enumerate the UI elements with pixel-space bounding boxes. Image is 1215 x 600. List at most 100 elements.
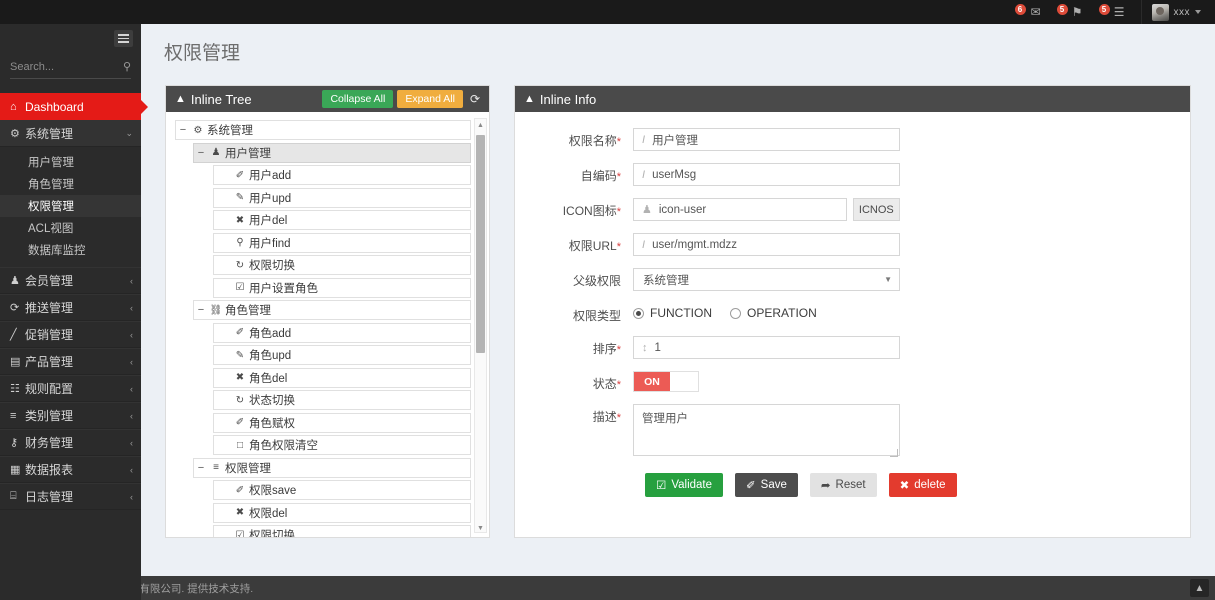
chevron-icon: ‹ (130, 329, 133, 340)
sidebar-item-label: Dashboard (25, 99, 84, 114)
reset-button[interactable]: ➦ Reset (809, 473, 877, 497)
tree-toggle-icon[interactable]: − (197, 146, 205, 159)
sidebar-subitem-1[interactable]: 角色管理 (0, 173, 141, 195)
permission-code-input[interactable] (652, 168, 891, 181)
tree-toggle-icon[interactable]: − (197, 304, 205, 316)
search-input[interactable] (10, 60, 110, 73)
type-label: 权限类型 (572, 309, 621, 323)
envelope-icon: ✉ (1030, 5, 1041, 19)
radio-function[interactable]: FUNCTION (633, 306, 712, 320)
hamburger-menu-icon[interactable] (114, 30, 133, 47)
sidebar-item-5[interactable]: ▤ 产品管理 ‹ (0, 348, 141, 375)
delete-button[interactable]: ✖ delete (888, 473, 957, 497)
description-textarea[interactable]: 管理用户 (633, 404, 900, 456)
radio-operation[interactable]: OPERATION (730, 306, 817, 320)
order-input-group[interactable]: ↕ (633, 336, 900, 359)
sidebar-subitem-3[interactable]: ACL视图 (0, 217, 141, 239)
tree-scrollbar[interactable]: ▲ ▼ (474, 118, 487, 533)
notification-bell[interactable]: 5 ☰ (1098, 4, 1125, 20)
tree-panel-title-label: Inline Tree (190, 91, 252, 107)
avatar (1151, 3, 1169, 21)
status-toggle-on-label: ON (634, 372, 670, 391)
share-icon: ⟳ (10, 302, 20, 314)
tree-node[interactable]: ✐ 权限save (213, 480, 471, 500)
permission-icon-input[interactable] (658, 203, 838, 216)
permission-name-input[interactable] (652, 133, 891, 146)
tree-node[interactable]: ✖ 权限del (213, 502, 471, 523)
sidebar-item-label: 数据报表 (25, 463, 74, 477)
tree-node[interactable]: − ≡ 权限管理 (193, 457, 471, 478)
sidebar-item-3[interactable]: ⟳ 推送管理 ‹ (0, 294, 141, 321)
tree-node[interactable]: □ 角色权限清空 (213, 435, 471, 455)
notification-envelope[interactable]: 6 ✉ (1014, 4, 1041, 20)
sidebar-item-6[interactable]: ☷ 规则配置 ‹ (0, 375, 141, 402)
validate-button[interactable]: ☑ Validate (645, 473, 724, 497)
sidebar-item-1[interactable]: ⚙ 系统管理 ⌄ (0, 120, 141, 147)
sidebar-subitem-0[interactable]: 用户管理 (0, 151, 141, 173)
tree-node[interactable]: ↻ 权限切换 (213, 255, 471, 275)
tree-node[interactable]: ✖ 角色del (213, 367, 471, 388)
tree-node[interactable]: ⚲ 用户find (213, 232, 471, 253)
tree-node[interactable]: ✎ 角色upd (213, 345, 471, 365)
tree-toggle-icon[interactable]: − (197, 461, 205, 474)
sidebar-item-7[interactable]: ≡ 类别管理 ‹ (0, 402, 141, 429)
tree-toggle-icon[interactable]: − (179, 124, 187, 136)
pencil-icon: ╱ (10, 329, 17, 341)
scroll-to-top-button[interactable]: ▲ (1190, 579, 1209, 597)
name-input-group[interactable]: I (633, 128, 900, 151)
inline-info-panel: ▲ Inline Info 权限名称* I (514, 85, 1191, 538)
scroll-down-icon[interactable]: ▼ (477, 524, 484, 532)
field-row-name: 权限名称* I (515, 128, 1190, 151)
sidebar-subitem-4[interactable]: 数据库监控 (0, 239, 141, 261)
url-input-group[interactable]: I (633, 233, 900, 256)
search-icon[interactable]: ⚲ (122, 61, 131, 73)
collapse-all-button[interactable]: Collapse All (322, 90, 394, 108)
sidebar-item-0[interactable]: ⌂ Dashboard (0, 93, 141, 120)
order-input[interactable] (654, 341, 891, 354)
scrollbar-thumb[interactable] (476, 135, 485, 353)
tree-node[interactable]: − ⛓ 角色管理 (193, 300, 471, 320)
close-icon: ✖ (235, 214, 245, 226)
sidebar-item-4[interactable]: ╱ 促销管理 ‹ (0, 321, 141, 348)
info-form: 权限名称* I 自编码* (515, 112, 1190, 537)
tree-node[interactable]: ☑ 权限切换 (213, 525, 471, 537)
refresh-icon[interactable]: ⟳ (467, 92, 483, 106)
parent-selected-value: 系统管理 (643, 274, 689, 287)
tree-node[interactable]: ✎ 用户upd (213, 187, 471, 208)
sidebar-item-8[interactable]: ⚷ 财务管理 ‹ (0, 429, 141, 456)
tree-node[interactable]: ✐ 用户add (213, 165, 471, 185)
save-button[interactable]: ✐ Save (735, 473, 798, 497)
envelope-badge: 6 (1014, 4, 1026, 15)
scroll-up-icon[interactable]: ▲ (477, 121, 484, 129)
parent-permission-select[interactable]: 系统管理 ▼ (633, 268, 900, 291)
icon-input-group[interactable]: ♟ (633, 198, 847, 221)
sidebar-item-9[interactable]: ▦ 数据报表 ‹ (0, 456, 141, 483)
tree-node[interactable]: − ⚙ 系统管理 (175, 120, 471, 140)
desc-textarea-wrap: 管理用户 (633, 404, 900, 459)
bell-badge: 5 (1098, 4, 1110, 15)
permission-url-input[interactable] (652, 238, 891, 251)
sidebar-item-label: 财务管理 (25, 436, 74, 450)
sidebar-item-10[interactable]: ⌸ 日志管理 ‹ (0, 483, 141, 510)
user-menu[interactable]: xxx (1140, 0, 1208, 24)
tree-node[interactable]: ✐ 角色赋权 (213, 412, 471, 433)
tree-node[interactable]: ✐ 角色add (213, 322, 471, 343)
code-label: 自编码* (580, 169, 621, 183)
tree-node[interactable]: − ♟ 用户管理 (193, 142, 471, 163)
sidebar-item-2[interactable]: ♟ 会员管理 ‹ (0, 267, 141, 294)
code-input-group[interactable]: I (633, 163, 900, 186)
notification-flag[interactable]: 5 ⚑ (1056, 4, 1083, 20)
status-toggle[interactable]: ON (633, 371, 699, 392)
icons-picker-button[interactable]: ICNOS (852, 198, 900, 221)
tree-node[interactable]: ☑ 用户设置角色 (213, 277, 471, 298)
tree-node[interactable]: ↻ 状态切换 (213, 390, 471, 410)
sidebar-subitem-2[interactable]: 权限管理 (0, 195, 141, 217)
expand-all-button[interactable]: Expand All (397, 90, 463, 108)
sidebar-item-label: 规则配置 (25, 382, 74, 396)
sidebar-search[interactable]: ⚲ (10, 55, 131, 79)
tree-node[interactable]: ✖ 用户del (213, 210, 471, 230)
scrollbar-track[interactable] (475, 131, 486, 522)
name-label: 权限名称* (568, 134, 621, 148)
pencil-icon: ✐ (746, 480, 756, 492)
chevron-icon: ⌄ (125, 128, 133, 138)
